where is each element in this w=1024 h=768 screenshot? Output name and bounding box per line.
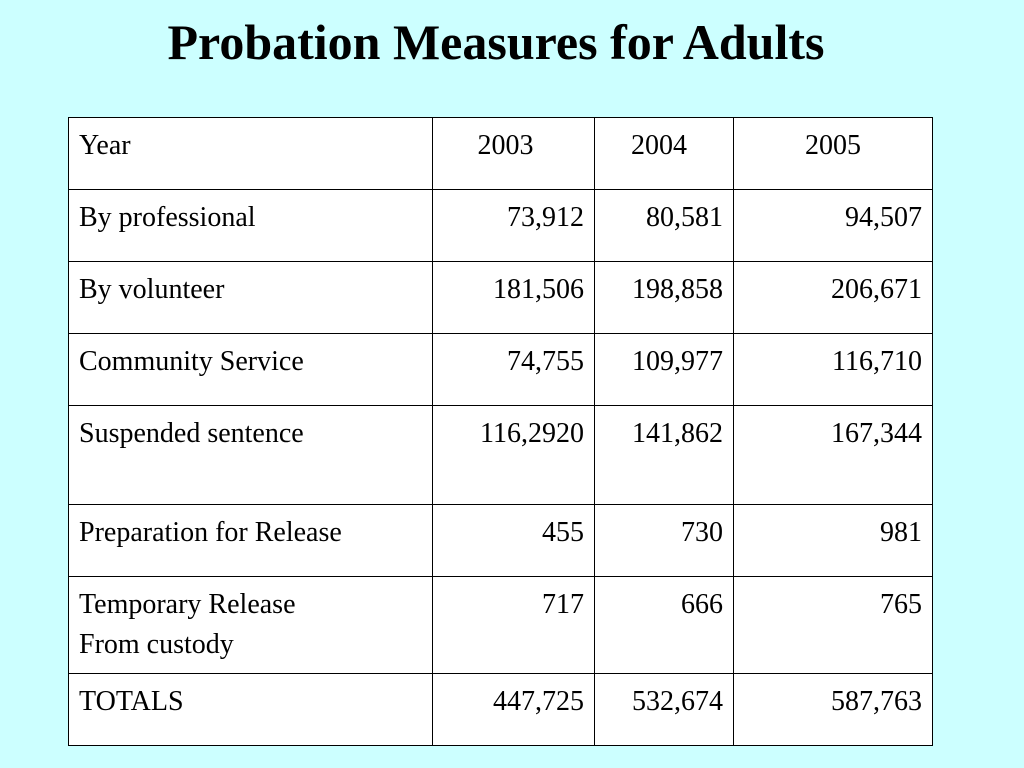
row-label: Community Service [68,333,433,406]
row-label: By volunteer [68,261,433,334]
cell-2005: 206,671 [733,261,933,334]
row-label: TOTALS [68,673,433,746]
cell-2003: 74,755 [432,333,595,406]
table-row: Community Service 74,755 109,977 116,710 [68,333,933,406]
row-label: Preparation for Release [68,504,433,577]
cell-2003: 447,725 [432,673,595,746]
cell-2004: 80,581 [594,189,734,262]
table-row: By volunteer 181,506 198,858 206,671 [68,261,933,334]
cell-2003: 116,2920 [432,405,595,505]
cell-2003: 455 [432,504,595,577]
cell-2003: 73,912 [432,189,595,262]
row-label-line-2: From custody [79,629,234,660]
header-2003: 2003 [432,117,595,190]
header-2004: 2004 [594,117,734,190]
table-row-totals: TOTALS 447,725 532,674 587,763 [68,673,933,746]
table-row: Suspended sentence 116,2920 141,862 167,… [68,405,933,505]
cell-2004: 109,977 [594,333,734,406]
table-row: Temporary Release From custody 717 666 7… [68,576,933,674]
cell-2005: 981 [733,504,933,577]
probation-table: Year 2003 2004 2005 By professional 73,9… [68,117,933,746]
cell-2004: 730 [594,504,734,577]
header-2003-label: 2003 [477,130,534,161]
row-label: Temporary Release From custody [68,576,433,674]
cell-2004: 141,862 [594,405,734,505]
header-2005-label: 2005 [805,130,861,161]
row-label: By professional [68,189,433,262]
cell-2003: 717 [432,576,595,674]
header-year: Year [68,117,433,190]
page-title: Probation Measures for Adults [167,14,825,70]
cell-2003: 181,506 [432,261,595,334]
row-label-line-1: Temporary Release [79,589,296,620]
header-2005: 2005 [733,117,933,190]
row-label: Suspended sentence [68,405,433,505]
header-2004-label: 2004 [631,130,687,161]
cell-2004: 532,674 [594,673,734,746]
cell-2005: 116,710 [733,333,933,406]
table-row: Preparation for Release 455 730 981 [68,504,933,577]
table-row: By professional 73,912 80,581 94,507 [68,189,933,262]
cell-2005: 167,344 [733,405,933,505]
cell-2004: 198,858 [594,261,734,334]
cell-2004: 666 [594,576,734,674]
cell-2005: 94,507 [733,189,933,262]
cell-2005: 587,763 [733,673,933,746]
table-header-row: Year 2003 2004 2005 [68,117,933,190]
cell-2005: 765 [733,576,933,674]
